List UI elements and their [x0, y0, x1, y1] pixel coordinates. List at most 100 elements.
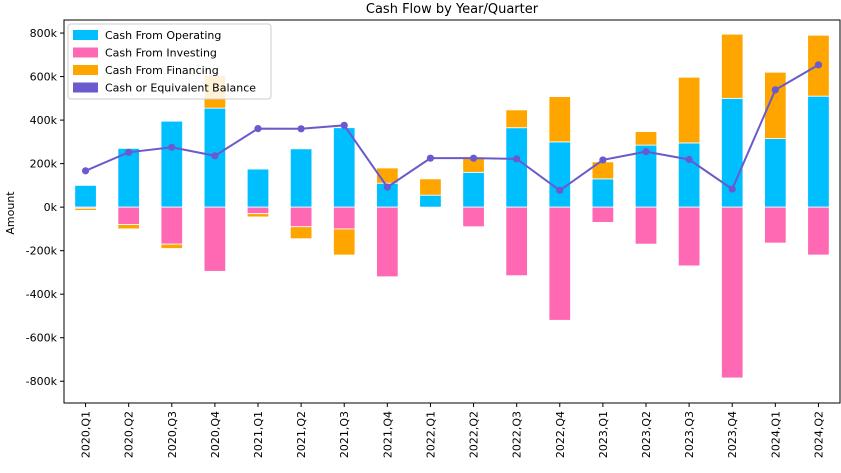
bar-financing-14 [677, 76, 701, 144]
x-tick-label-4: 2021,Q1 [252, 411, 265, 458]
x-tick-label-16: 2024,Q1 [769, 411, 782, 458]
bar-operating-10 [505, 127, 528, 208]
bar-operating-12 [591, 178, 615, 208]
balance-point-7 [383, 183, 391, 191]
legend-label-3: Cash or Equivalent Balance [105, 82, 256, 95]
y-tick-label-3: -200k [26, 245, 58, 258]
x-tick-label-14: 2023,Q3 [683, 411, 696, 458]
bar-investing-16 [764, 206, 787, 244]
bar-operating-5 [289, 148, 313, 208]
legend-box [67, 23, 272, 100]
bar-investing-9 [462, 206, 485, 228]
legend-label-1: Cash From Investing [105, 47, 217, 60]
y-axis: -800k -600k -400k -200k 0k 200k 400k 600k 800k [26, 27, 64, 388]
bar-investing-1 [117, 206, 140, 225]
bars-layer [74, 33, 830, 379]
balance-point-11 [556, 186, 564, 194]
y-tick-label-1: -600k [26, 332, 58, 345]
balance-point-13 [642, 148, 650, 156]
bar-investing-12 [591, 206, 615, 223]
bar-operating-9 [462, 171, 485, 208]
legend-swatch-0 [73, 30, 98, 40]
x-axis: 2020,Q1 2020,Q2 2020,Q3 2020,Q4 2021,Q1 2021,… [80, 403, 825, 458]
bar-financing-15 [721, 33, 744, 99]
bar-investing-3 [203, 206, 227, 272]
bar-financing-16 [764, 71, 787, 139]
balance-point-0 [81, 167, 90, 175]
bar-investing-5 [289, 206, 313, 228]
legend: Cash From Operating Cash From Investing Ca… [67, 23, 272, 100]
x-tick-label-2: 2020,Q3 [166, 411, 179, 458]
x-tick-label-1: 2020,Q2 [123, 411, 136, 458]
bar-financing-2 [160, 243, 183, 249]
balance-point-17 [814, 61, 823, 69]
balance-point-5 [297, 125, 305, 133]
balance-point-10 [513, 155, 521, 163]
bar-operating-11 [548, 141, 571, 208]
plot-frame [63, 19, 841, 404]
bar-operating-14 [677, 142, 701, 208]
x-tick-label-8: 2022,Q1 [424, 411, 437, 458]
legend-swatch-1 [73, 47, 98, 58]
y-tick-label-8: 800k [30, 27, 58, 40]
balance-line [85, 63, 819, 192]
bar-operating-16 [764, 138, 787, 208]
balance-point-16 [771, 86, 779, 94]
x-tick-label-15: 2023,Q4 [726, 411, 739, 458]
bar-financing-6 [333, 228, 356, 256]
y-tick-label-2: -400k [26, 288, 58, 301]
legend-label-0: Cash From Operating [105, 29, 221, 42]
bar-investing-11 [548, 206, 571, 321]
y-tick-label-4: 0k [44, 201, 58, 214]
y-tick-label-5: 200k [30, 158, 58, 171]
balance-point-1 [125, 148, 133, 156]
balance-point-8 [426, 154, 435, 162]
balance-point-14 [685, 155, 693, 164]
balance-point-4 [254, 124, 262, 133]
bar-financing-0 [74, 207, 97, 211]
x-tick-label-10: 2022,Q3 [511, 411, 524, 458]
bar-investing-15 [721, 206, 744, 379]
bar-operating-6 [333, 127, 356, 208]
balance-point-12 [599, 156, 607, 164]
x-tick-label-6: 2021,Q3 [338, 411, 351, 458]
bar-operating-8 [419, 194, 442, 208]
bar-investing-4 [246, 206, 270, 215]
bar-investing-7 [376, 206, 399, 278]
bar-investing-14 [677, 206, 701, 267]
bar-financing-4 [246, 213, 270, 218]
balance-point-15 [728, 185, 736, 193]
bar-financing-11 [548, 96, 571, 143]
x-tick-label-5: 2021,Q2 [295, 411, 308, 458]
bar-investing-13 [634, 206, 658, 245]
bar-financing-5 [289, 226, 313, 240]
line-layer [81, 61, 823, 194]
y-tick-label-6: 400k [30, 114, 58, 127]
bar-financing-1 [117, 224, 140, 230]
bar-investing-10 [505, 206, 528, 277]
bar-financing-8 [419, 178, 442, 196]
bar-operating-4 [246, 168, 270, 208]
legend-swatch-3 [73, 82, 98, 93]
bar-investing-17 [807, 206, 830, 256]
x-tick-label-17: 2024,Q2 [812, 411, 825, 458]
bar-operating-2 [160, 120, 183, 208]
x-tick-label-11: 2022,Q4 [554, 411, 567, 458]
x-tick-label-9: 2022,Q2 [468, 411, 481, 458]
x-tick-label-3: 2020,Q4 [209, 411, 222, 458]
balance-point-2 [168, 143, 176, 151]
legend-swatch-2 [73, 65, 98, 75]
y-tick-label-7: 600k [30, 71, 58, 84]
balance-point-9 [469, 154, 478, 162]
bar-investing-6 [333, 206, 356, 230]
y-tick-label-0: -800k [26, 375, 58, 388]
x-tick-label-12: 2023,Q1 [597, 411, 610, 458]
y-axis-label: Amount [4, 191, 17, 235]
chart-title: Cash Flow by Year/Quarter [366, 2, 539, 17]
bar-financing-10 [505, 109, 528, 129]
balance-point-6 [340, 121, 348, 129]
x-tick-label-0: 2020,Q1 [80, 411, 93, 458]
bar-operating-1 [117, 147, 140, 208]
balance-point-3 [211, 152, 219, 160]
